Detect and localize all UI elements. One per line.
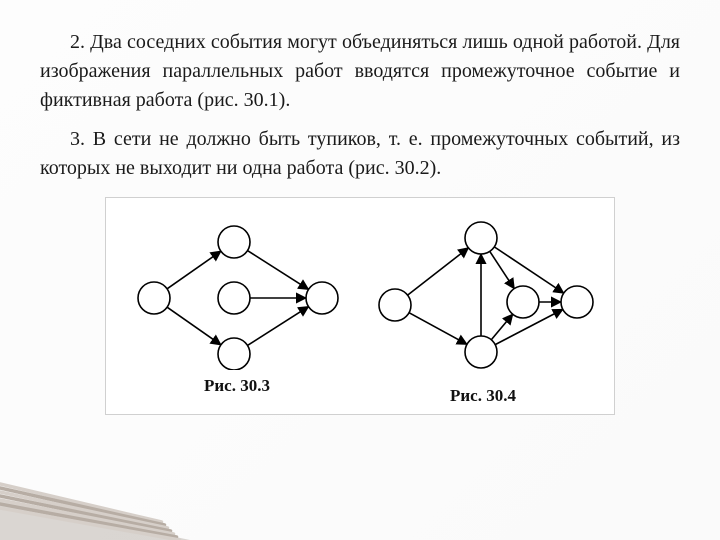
paragraph-2: 2. Два соседних события могут объединять… (40, 28, 680, 115)
network-diagram-left (122, 210, 352, 370)
figure-caption-right: Рис. 30.4 (360, 386, 606, 406)
figure-caption-left: Рис. 30.3 (114, 376, 360, 396)
node (465, 222, 497, 254)
figure-row: Рис. 30.3 Рис. 30.4 (114, 210, 606, 406)
figure-left: Рис. 30.3 (114, 210, 360, 396)
node (218, 282, 250, 314)
network-diagram-right (363, 210, 603, 380)
corner-decoration (0, 480, 190, 540)
edge (167, 307, 221, 345)
edge (247, 307, 308, 346)
node (218, 338, 250, 370)
text-content: 2. Два соседних события могут объединять… (0, 0, 720, 425)
figure-right: Рис. 30.4 (360, 210, 606, 406)
node (138, 282, 170, 314)
node (561, 286, 593, 318)
node (306, 282, 338, 314)
edge (408, 248, 469, 295)
node (465, 336, 497, 368)
node (218, 226, 250, 258)
edge (491, 314, 512, 339)
edge (494, 247, 563, 293)
edge (247, 251, 308, 290)
edge (409, 313, 467, 345)
node (507, 286, 539, 318)
edge (167, 251, 221, 289)
figure-box: Рис. 30.3 Рис. 30.4 (105, 197, 615, 415)
node (379, 289, 411, 321)
paragraph-3: 3. В сети не должно быть тупиков, т. е. … (40, 125, 680, 183)
